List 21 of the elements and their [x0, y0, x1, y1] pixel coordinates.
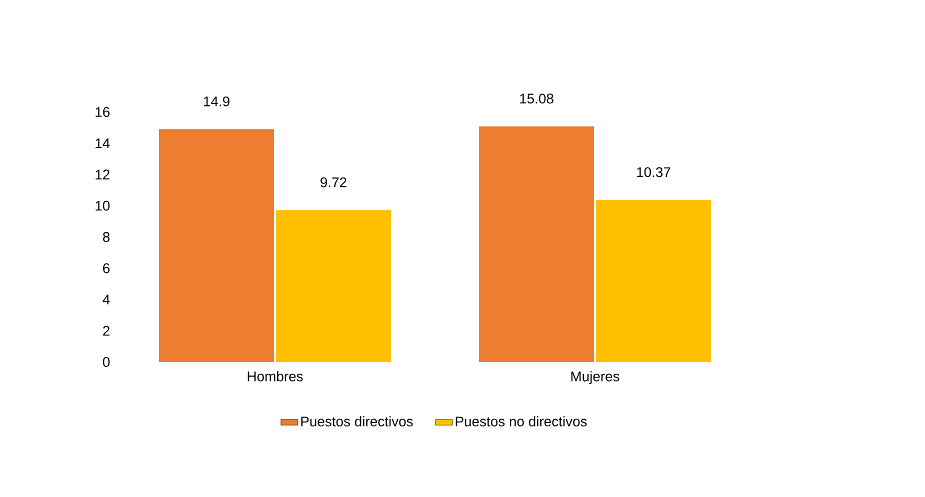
y-tick-label: 8: [103, 232, 110, 242]
y-tick-label: 6: [103, 263, 110, 274]
y-tick-label: 4: [102, 294, 110, 304]
x-tick-label: Mujeres: [571, 371, 620, 384]
bar: [159, 129, 274, 362]
data-label: 10.37: [637, 167, 670, 178]
bar: [596, 200, 712, 362]
y-tick-label: 14: [96, 138, 110, 148]
y-tick-label: 2: [103, 326, 110, 336]
x-tick-label: Hombres: [248, 371, 303, 382]
legend-label: Puestos directivos: [301, 416, 413, 426]
y-tick-label: 10: [96, 200, 110, 211]
data-label: 9.72: [320, 177, 346, 188]
bar: [276, 210, 391, 362]
y-tick-label: 0: [102, 357, 110, 367]
legend-label: Puestos no directivos: [456, 416, 587, 426]
y-tick-label: 16: [96, 107, 110, 117]
bar: [479, 126, 594, 362]
y-tick-label: 12: [96, 170, 110, 180]
data-label: 15.08: [520, 94, 554, 104]
data-label: 14.9: [204, 96, 230, 106]
